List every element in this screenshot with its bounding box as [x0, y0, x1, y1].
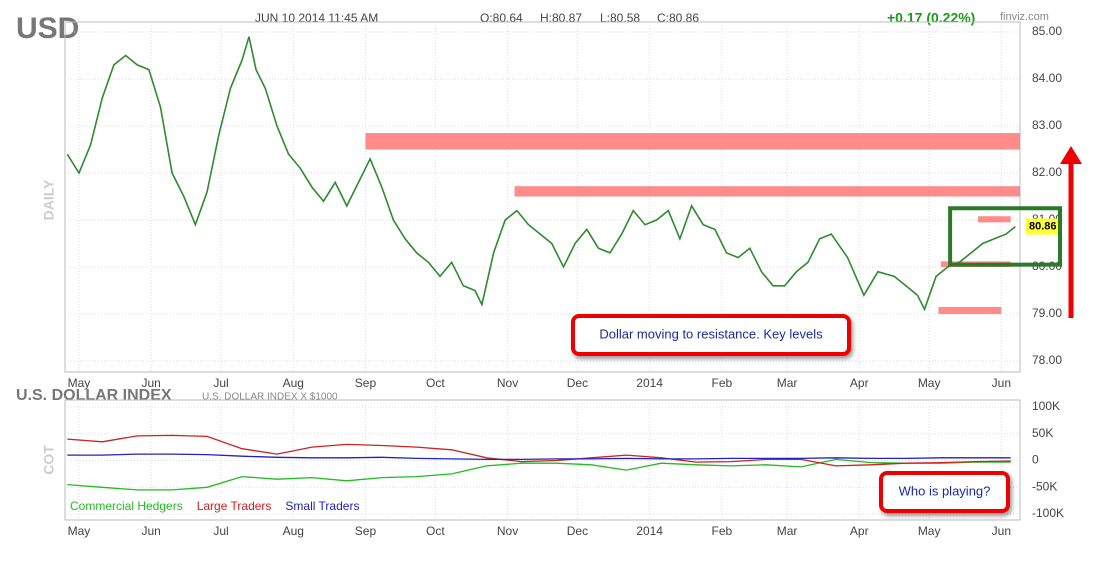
- y-label: DAILY: [41, 179, 57, 220]
- y-tick-label: 78.00: [1032, 353, 1062, 367]
- x-tick-label: Feb: [712, 376, 733, 390]
- arrow-head: [1060, 146, 1082, 164]
- source: finviz.com: [1000, 11, 1049, 23]
- highlight-box: [948, 206, 1062, 267]
- x-tick-label: May: [68, 524, 91, 538]
- y-tick-label: 0: [1032, 453, 1039, 467]
- y-tick-label: 50K: [1032, 426, 1053, 440]
- x-tick-label: 2014: [636, 524, 663, 538]
- last-price: 80.86: [1029, 220, 1057, 232]
- close: C:80.86: [657, 11, 699, 25]
- y-tick-label: 79.00: [1032, 306, 1062, 320]
- x-tick-label: Apr: [850, 376, 869, 390]
- resistance-zone: [365, 133, 1021, 150]
- x-tick-label: Jun: [142, 524, 161, 538]
- high: H:80.87: [540, 11, 582, 25]
- x-tick-label: Dec: [567, 524, 588, 538]
- x-tick-label: Nov: [497, 376, 518, 390]
- x-tick-label: Sep: [355, 524, 377, 538]
- y-tick-label: -100K: [1032, 506, 1064, 520]
- cot-annotation: Who is playing?: [899, 483, 991, 498]
- resistance-zone: [514, 186, 1020, 197]
- y-tick-label: 100K: [1032, 399, 1060, 413]
- x-tick-label: May: [68, 376, 91, 390]
- x-tick-label: Mar: [777, 376, 798, 390]
- cot-subtitle: U.S. DOLLAR INDEX X $1000: [202, 392, 338, 403]
- symbol: USD: [16, 12, 79, 45]
- x-tick-label: Oct: [426, 524, 445, 538]
- x-tick-label: Apr: [850, 524, 869, 538]
- x-tick-label: Aug: [283, 376, 304, 390]
- legend-entry: Small Traders: [285, 499, 359, 513]
- x-tick-label: Sep: [355, 376, 377, 390]
- x-tick-label: Jul: [213, 524, 228, 538]
- x-tick-label: May: [918, 524, 941, 538]
- series-line: [67, 434, 1011, 467]
- y-tick-label: 85.00: [1032, 24, 1062, 38]
- open: O:80.64: [480, 11, 523, 25]
- x-tick-label: Jun: [992, 376, 1011, 390]
- timestamp: JUN 10 2014 11:45 AM: [255, 11, 378, 25]
- resistance-zone: [938, 306, 1002, 314]
- x-tick-label: Jun: [142, 376, 161, 390]
- x-tick-label: May: [918, 376, 941, 390]
- x-tick-label: Dec: [567, 376, 588, 390]
- plot-frame: [64, 21, 1021, 373]
- annotation-box: [571, 314, 851, 356]
- cot-annotation-box: [879, 471, 1010, 513]
- series-line: [67, 453, 1011, 461]
- x-tick-label: Feb: [712, 524, 733, 538]
- resistance-zone: [978, 216, 1011, 223]
- cot-y-label: COT: [41, 445, 57, 475]
- x-tick-label: Jul: [213, 376, 228, 390]
- legend-entry: Large Traders: [197, 499, 272, 513]
- legend-entry: Commercial Hedgers: [70, 499, 183, 513]
- series-line: [67, 458, 1011, 491]
- x-tick-label: Aug: [283, 524, 304, 538]
- y-tick-label: -50K: [1032, 479, 1057, 493]
- change: +0.17 (0.22%): [887, 10, 975, 26]
- y-tick-label: 83.00: [1032, 118, 1062, 132]
- x-tick-label: Mar: [777, 524, 798, 538]
- x-tick-label: Jun: [992, 524, 1011, 538]
- x-tick-label: Oct: [426, 376, 445, 390]
- x-tick-label: 2014: [636, 376, 663, 390]
- low: L:80.58: [600, 11, 640, 25]
- series-line: [66, 36, 1016, 312]
- y-tick-label: 84.00: [1032, 71, 1062, 85]
- x-tick-label: Nov: [497, 524, 518, 538]
- last-price-box: [1026, 218, 1058, 235]
- annotation: Dollar moving to resistance. Key levels: [599, 326, 823, 341]
- y-tick-label: 82.00: [1032, 165, 1062, 179]
